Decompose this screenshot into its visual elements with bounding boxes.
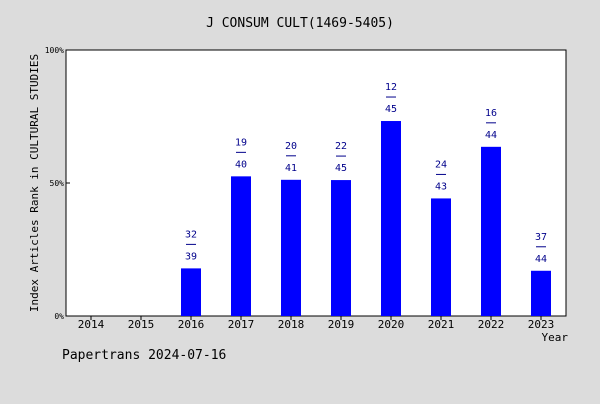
x-tick-label: 2022 <box>478 318 505 331</box>
x-tick-label: 2016 <box>178 318 205 331</box>
x-tick-label: 2017 <box>228 318 255 331</box>
bar <box>181 268 201 316</box>
y-tick-label: 100% <box>45 46 64 55</box>
rank-denominator-label: 44 <box>485 130 497 141</box>
x-tick-label: 2018 <box>278 318 305 331</box>
rank-numerator-label: 32 <box>185 229 197 240</box>
rank-numerator-label: 12 <box>385 82 397 93</box>
chart-marks: 0% 50% 100% 2014 2015 2016 32 39 2017 19 40 2018 20 4… <box>45 46 555 331</box>
y-axis-label: Index Articles Rank in CULTURAL STUDIES <box>28 54 41 312</box>
rank-denominator-label: 41 <box>285 163 297 174</box>
bar <box>281 179 301 316</box>
rank-denominator-label: 45 <box>335 163 347 174</box>
rank-denominator-label: 40 <box>235 159 247 170</box>
y-tick-label: 50% <box>50 179 65 188</box>
bar <box>531 270 551 316</box>
rank-denominator-label: 45 <box>385 104 397 115</box>
x-axis-label: Year <box>542 331 569 344</box>
rank-numerator-label: 24 <box>435 159 447 170</box>
y-tick-label: 0% <box>54 312 64 321</box>
x-tick-label: 2020 <box>378 318 405 331</box>
rank-denominator-label: 43 <box>435 181 447 192</box>
rank-numerator-label: 16 <box>485 108 497 119</box>
x-tick-label: 2021 <box>428 318 455 331</box>
x-tick-label: 2015 <box>128 318 155 331</box>
rank-numerator-label: 22 <box>335 141 347 152</box>
footer-text: Papertrans 2024-07-16 <box>62 348 226 363</box>
x-tick-label: 2014 <box>78 318 105 331</box>
bar <box>481 146 501 316</box>
rank-numerator-label: 37 <box>535 232 547 243</box>
rank-denominator-label: 44 <box>535 254 547 265</box>
bar <box>331 180 351 316</box>
x-tick-label: 2023 <box>528 318 555 331</box>
rank-numerator-label: 19 <box>235 137 247 148</box>
x-tick-label: 2019 <box>328 318 355 331</box>
bar <box>381 121 401 316</box>
bar <box>431 198 451 316</box>
rank-numerator-label: 20 <box>285 141 297 152</box>
bar <box>231 176 251 316</box>
chart-title: J CONSUM CULT(1469-5405) <box>206 16 394 31</box>
rank-denominator-label: 39 <box>185 251 197 262</box>
